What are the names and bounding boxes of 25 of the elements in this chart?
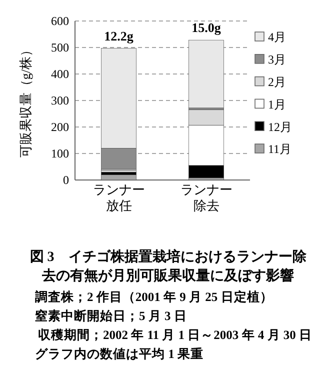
bar <box>188 40 224 108</box>
text: グラフ内の数値は平均 1 果重 <box>35 346 204 361</box>
text: 図 3 イチゴ株据置栽培におけるランナー除去の有無が月別可販果収量に及ぼす影響 <box>30 248 308 284</box>
legend-label: 12月 <box>268 120 292 134</box>
text: 窒素中断開始日；5 月 3 日 <box>35 308 187 323</box>
legend-label: 11月 <box>268 142 292 156</box>
text: 収穫期間；2002 年 11 月 1 日～2003 年 4 月 30 日 <box>38 328 312 342</box>
y-tick-label: 200 <box>51 120 69 134</box>
legend-label: 3月 <box>268 52 286 67</box>
y-tick-label: 100 <box>51 146 69 161</box>
legend-label: 4月 <box>268 30 286 44</box>
y-tick-label: 600 <box>51 14 69 28</box>
bar <box>101 174 136 180</box>
legend-label: 2月 <box>268 75 286 89</box>
text: 調査株；2 作目（2001 年 9 月 25 日定植） <box>35 289 273 304</box>
y-tick-label: 300 <box>51 94 69 108</box>
y-axis-title: 可販果収量（g/株） <box>18 43 33 158</box>
x-tick-label: ランナー放任 <box>92 182 145 213</box>
y-tick-label: 500 <box>51 40 69 55</box>
x-tick-label: ランナー除去 <box>180 182 232 213</box>
annotation: 12.2g <box>104 28 134 44</box>
text: 1月 <box>268 97 286 112</box>
annotation: 15.0g <box>192 20 222 36</box>
y-tick-label: 0 <box>63 173 69 188</box>
y-tick-label: 400 <box>51 67 69 82</box>
